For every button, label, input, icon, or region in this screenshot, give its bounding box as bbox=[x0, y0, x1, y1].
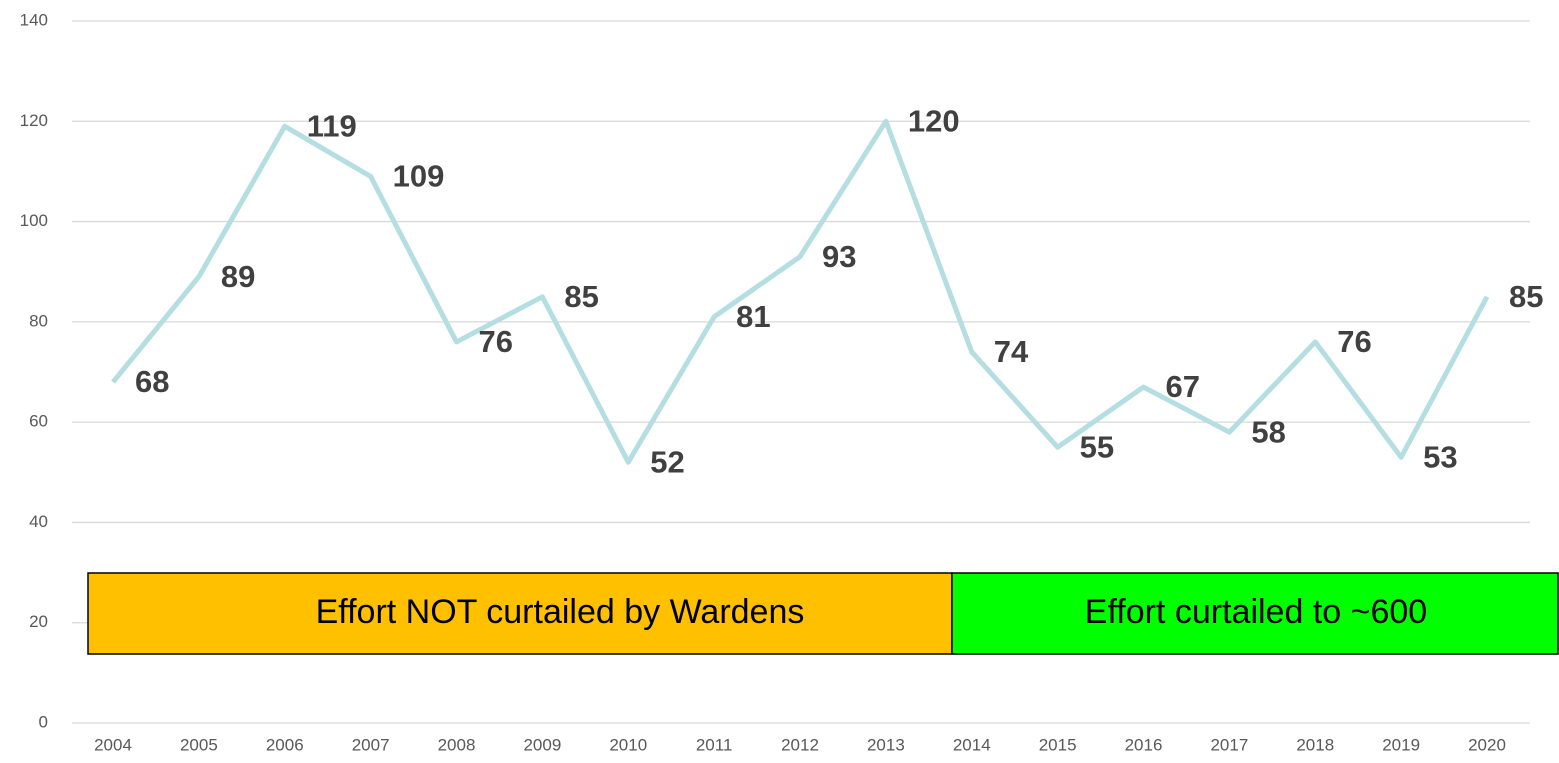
x-tick-label: 2012 bbox=[781, 735, 819, 754]
data-label: 120 bbox=[908, 103, 960, 138]
y-tick-label: 0 bbox=[39, 712, 48, 731]
data-label: 119 bbox=[307, 108, 357, 143]
annotation-box bbox=[951, 572, 1559, 655]
data-label: 58 bbox=[1251, 414, 1285, 449]
data-label: 67 bbox=[1166, 369, 1200, 404]
x-tick-label: 2008 bbox=[438, 735, 476, 754]
x-tick-label: 2004 bbox=[94, 735, 132, 754]
x-tick-label: 2018 bbox=[1296, 735, 1334, 754]
x-tick-label: 2010 bbox=[609, 735, 647, 754]
data-label: 52 bbox=[650, 444, 684, 479]
data-label: 76 bbox=[479, 324, 513, 359]
x-tick-label: 2014 bbox=[953, 735, 991, 754]
data-label: 53 bbox=[1423, 439, 1457, 474]
y-tick-label: 120 bbox=[20, 111, 48, 130]
x-tick-label: 2015 bbox=[1039, 735, 1077, 754]
x-tick-label: 2007 bbox=[352, 735, 390, 754]
data-label: 93 bbox=[822, 239, 856, 274]
x-tick-label: 2005 bbox=[180, 735, 218, 754]
y-tick-label: 60 bbox=[29, 412, 48, 431]
y-tick-label: 140 bbox=[20, 10, 48, 29]
data-label: 74 bbox=[994, 334, 1029, 369]
data-label: 85 bbox=[564, 279, 598, 314]
x-tick-label: 2017 bbox=[1210, 735, 1248, 754]
y-tick-label: 80 bbox=[29, 311, 48, 330]
x-tick-label: 2020 bbox=[1468, 735, 1506, 754]
data-label: 81 bbox=[736, 299, 770, 334]
x-tick-label: 2006 bbox=[266, 735, 304, 754]
x-tick-label: 2016 bbox=[1125, 735, 1163, 754]
annotation-text: Effort curtailed to ~600 bbox=[1085, 593, 1427, 631]
data-label: 85 bbox=[1509, 279, 1543, 314]
data-label: 89 bbox=[221, 259, 255, 294]
x-tick-label: 2009 bbox=[523, 735, 561, 754]
data-label: 68 bbox=[135, 364, 169, 399]
data-label: 55 bbox=[1080, 429, 1114, 464]
data-label: 109 bbox=[393, 159, 445, 194]
data-line bbox=[111, 118, 1490, 465]
y-tick-label: 40 bbox=[29, 512, 48, 531]
x-tick-label: 2013 bbox=[867, 735, 905, 754]
y-tick-label: 20 bbox=[29, 612, 48, 631]
annotation-box bbox=[87, 572, 953, 655]
x-tick-label: 2019 bbox=[1382, 735, 1420, 754]
y-tick-label: 100 bbox=[20, 211, 48, 230]
x-tick-label: 2011 bbox=[696, 735, 733, 754]
data-label: 76 bbox=[1337, 324, 1371, 359]
annotation-text: Effort NOT curtailed by Wardens bbox=[316, 593, 805, 631]
